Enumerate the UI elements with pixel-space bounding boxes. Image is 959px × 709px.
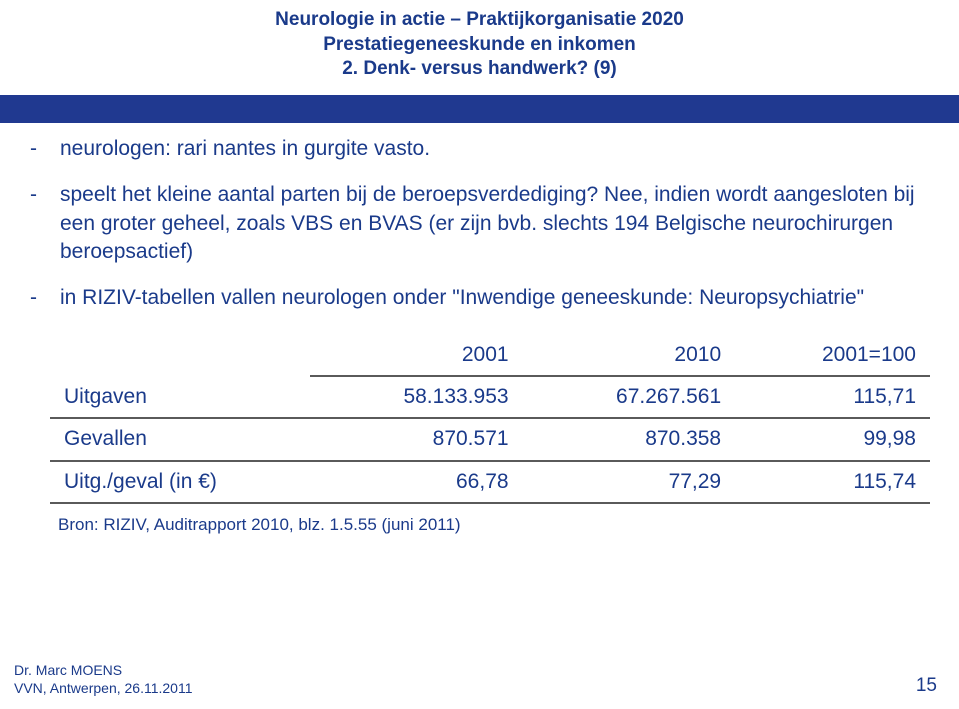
table-source: Bron: RIZIV, Auditrapport 2010, blz. 1.5… <box>58 514 929 537</box>
table-header-row: 2001 2010 2001=100 <box>50 335 930 376</box>
footer-venue: VVN, Antwerpen, 26.11.2011 <box>14 679 193 697</box>
bullet-text: in RIZIV-tabellen vallen neurologen onde… <box>60 284 929 312</box>
table-cell: 115,74 <box>735 461 930 503</box>
table-cell: 67.267.561 <box>523 376 736 418</box>
blue-band <box>0 95 959 123</box>
bullet-text: speelt het kleine aantal parten bij de b… <box>60 181 929 266</box>
table-cell: 870.571 <box>310 418 523 460</box>
slide-footer: Dr. Marc MOENS VVN, Antwerpen, 26.11.201… <box>14 661 937 697</box>
table-row: Gevallen 870.571 870.358 99,98 <box>50 418 930 460</box>
bullet-text: neurologen: rari nantes in gurgite vasto… <box>60 135 929 163</box>
footer-author: Dr. Marc MOENS <box>14 661 193 679</box>
table-row: Uitgaven 58.133.953 67.267.561 115,71 <box>50 376 930 418</box>
bullet-item: - neurologen: rari nantes in gurgite vas… <box>30 135 929 163</box>
slide-content: - neurologen: rari nantes in gurgite vas… <box>30 135 929 537</box>
table-cell: 58.133.953 <box>310 376 523 418</box>
table-header-cell: 2010 <box>523 335 736 376</box>
bullet-item: - speelt het kleine aantal parten bij de… <box>30 181 929 266</box>
bullet-item: - in RIZIV-tabellen vallen neurologen on… <box>30 284 929 312</box>
bullet-dash: - <box>30 284 60 312</box>
slide-header: Neurologie in actie – Praktijkorganisati… <box>0 0 959 82</box>
header-line-3: 2. Denk- versus handwerk? (9) <box>0 57 959 82</box>
table-cell: Uitg./geval (in €) <box>50 461 310 503</box>
data-table: 2001 2010 2001=100 Uitgaven 58.133.953 6… <box>50 335 930 504</box>
table-header-cell: 2001 <box>310 335 523 376</box>
table-row: Uitg./geval (in €) 66,78 77,29 115,74 <box>50 461 930 503</box>
footer-left: Dr. Marc MOENS VVN, Antwerpen, 26.11.201… <box>14 661 193 697</box>
table-cell: Gevallen <box>50 418 310 460</box>
table-cell: 870.358 <box>523 418 736 460</box>
page-number: 15 <box>916 675 937 697</box>
table-cell: 66,78 <box>310 461 523 503</box>
header-line-1: Neurologie in actie – Praktijkorganisati… <box>0 8 959 33</box>
header-line-2: Prestatiegeneeskunde en inkomen <box>0 33 959 58</box>
bullet-dash: - <box>30 135 60 163</box>
table-cell: 115,71 <box>735 376 930 418</box>
table-cell: Uitgaven <box>50 376 310 418</box>
bullet-dash: - <box>30 181 60 266</box>
table-header-cell: 2001=100 <box>735 335 930 376</box>
table-header-cell <box>50 335 310 376</box>
table-cell: 99,98 <box>735 418 930 460</box>
table-cell: 77,29 <box>523 461 736 503</box>
